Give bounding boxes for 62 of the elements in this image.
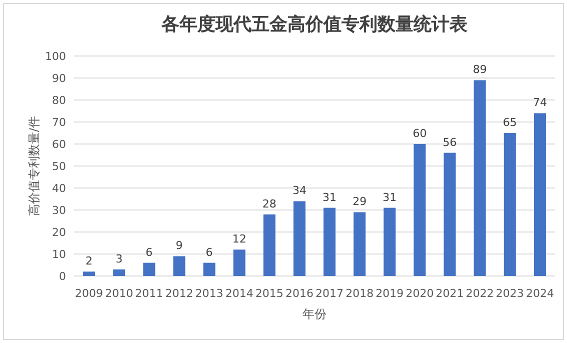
data-label: 60: [412, 127, 427, 140]
y-tick-label: 90: [52, 72, 66, 85]
x-tick-label: 2024: [526, 287, 554, 300]
bar: [113, 269, 126, 276]
y-tick-label: 30: [52, 204, 66, 217]
data-label: 34: [292, 184, 306, 198]
x-tick-label: 2011: [135, 287, 164, 300]
data-label: 29: [352, 195, 367, 208]
x-tick-label: 2018: [346, 287, 374, 300]
x-tick-label: 2015: [255, 287, 284, 300]
data-label: 74: [532, 96, 547, 110]
y-tick-label: 60: [52, 138, 66, 151]
x-tick-label: 2021: [436, 287, 464, 300]
data-label: 12: [232, 232, 246, 246]
data-label: 28: [262, 197, 276, 210]
bar: [504, 133, 516, 276]
data-label: 56: [442, 136, 457, 149]
y-tick-label: 70: [52, 116, 66, 129]
data-label: 9: [176, 239, 183, 252]
y-tick-label: 80: [52, 94, 66, 107]
bar: [384, 208, 396, 276]
bar: [534, 113, 546, 276]
x-tick-label: 2009: [75, 287, 104, 300]
bar: [233, 250, 246, 276]
bar: [414, 144, 426, 276]
y-tick-label: 50: [52, 160, 66, 173]
y-tick-label: 0: [59, 270, 66, 283]
x-tick-label: 2016: [285, 287, 314, 300]
x-tick-label: 2013: [195, 287, 224, 300]
data-label: 31: [382, 190, 397, 204]
y-tick-label: 20: [52, 226, 66, 239]
data-label: 3: [116, 252, 123, 266]
x-tick-label: 2022: [466, 287, 494, 300]
bar: [324, 208, 336, 276]
data-label: 6: [206, 246, 213, 259]
bar: [293, 201, 306, 276]
data-label: 2: [86, 254, 93, 268]
bar: [143, 262, 156, 276]
x-tick-label: 2012: [165, 287, 194, 300]
bar: [203, 262, 216, 276]
data-label: 31: [322, 190, 337, 204]
bar: [354, 212, 366, 276]
data-label: 89: [472, 63, 487, 76]
y-tick-label: 10: [52, 248, 66, 261]
data-label: 65: [502, 116, 517, 129]
x-tick-label: 2023: [496, 287, 524, 300]
bar: [263, 214, 276, 276]
data-label: 6: [146, 246, 153, 259]
x-tick-label: 2020: [406, 287, 434, 300]
x-tick-label: 2010: [105, 287, 134, 300]
bar: [173, 256, 186, 276]
y-tick-label: 100: [45, 50, 66, 63]
bar: [83, 272, 96, 276]
chart-title: 各年度现代五金高价值专利数量统计表: [160, 14, 468, 35]
y-tick-label: 40: [52, 182, 66, 195]
y-axis-title: 高价值专利数量/件: [27, 116, 41, 216]
x-tick-label: 2014: [225, 287, 254, 300]
bar: [474, 80, 486, 276]
bar: [444, 152, 456, 276]
x-axis-title: 年份: [302, 307, 326, 321]
x-tick-label: 2019: [376, 287, 404, 300]
x-tick-label: 2017: [316, 287, 344, 300]
